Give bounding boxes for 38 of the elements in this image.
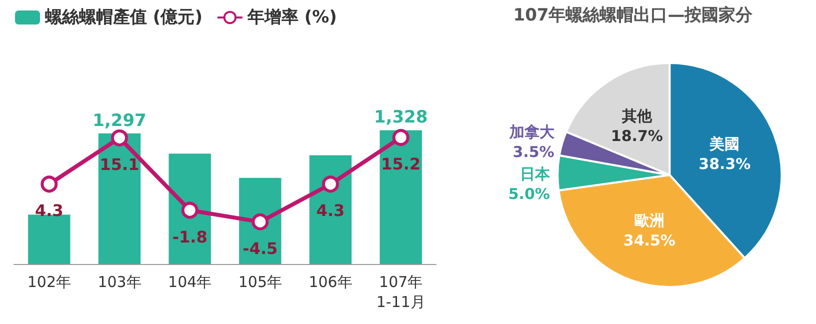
slice-label: 其他 xyxy=(620,106,653,125)
x-tick-label: 102年 xyxy=(27,273,71,291)
bar xyxy=(380,130,422,264)
slice-label: 加拿大 xyxy=(508,123,556,142)
point xyxy=(322,176,339,193)
legend-label: 螺絲螺帽產值 (億元) xyxy=(44,8,202,28)
data-label: -1.8 xyxy=(172,227,208,246)
point xyxy=(252,213,269,230)
data-label: 3.5% xyxy=(512,143,554,162)
point xyxy=(111,129,128,146)
data-label: 38.3% xyxy=(698,154,751,173)
slice-label: 美國 xyxy=(708,134,740,153)
data-label: 5.0% xyxy=(508,185,550,204)
x-tick-label: 106年 xyxy=(308,273,352,291)
point xyxy=(392,128,410,146)
bar xyxy=(309,155,352,264)
chart-title: 107年螺絲螺帽出口—按國家分 xyxy=(513,6,754,26)
bar xyxy=(28,214,70,264)
slice-label: 歐洲 xyxy=(634,211,664,230)
point xyxy=(40,176,58,193)
x-tick-label: 104年 xyxy=(168,273,212,291)
data-label: -4.5 xyxy=(242,238,278,258)
point xyxy=(181,202,198,219)
data-label: 15.2 xyxy=(381,154,421,174)
data-label: 18.7% xyxy=(610,126,663,145)
data-label: 34.5% xyxy=(623,231,676,250)
x-tick-label: 105年 xyxy=(238,273,282,291)
data-label: 1,328 xyxy=(374,108,428,128)
legend-label: 年增率 (%) xyxy=(246,8,337,28)
data-label: 4.3 xyxy=(316,201,345,220)
x-tick-label: 107年 1-11月 xyxy=(376,273,426,311)
x-tick-label: 103年 xyxy=(98,273,142,291)
data-label: 15.1 xyxy=(100,154,140,174)
data-label: 1,297 xyxy=(92,110,146,131)
slice-label: 日本 xyxy=(520,165,551,184)
bar xyxy=(168,154,211,264)
bar xyxy=(239,178,282,264)
bar xyxy=(98,133,141,264)
